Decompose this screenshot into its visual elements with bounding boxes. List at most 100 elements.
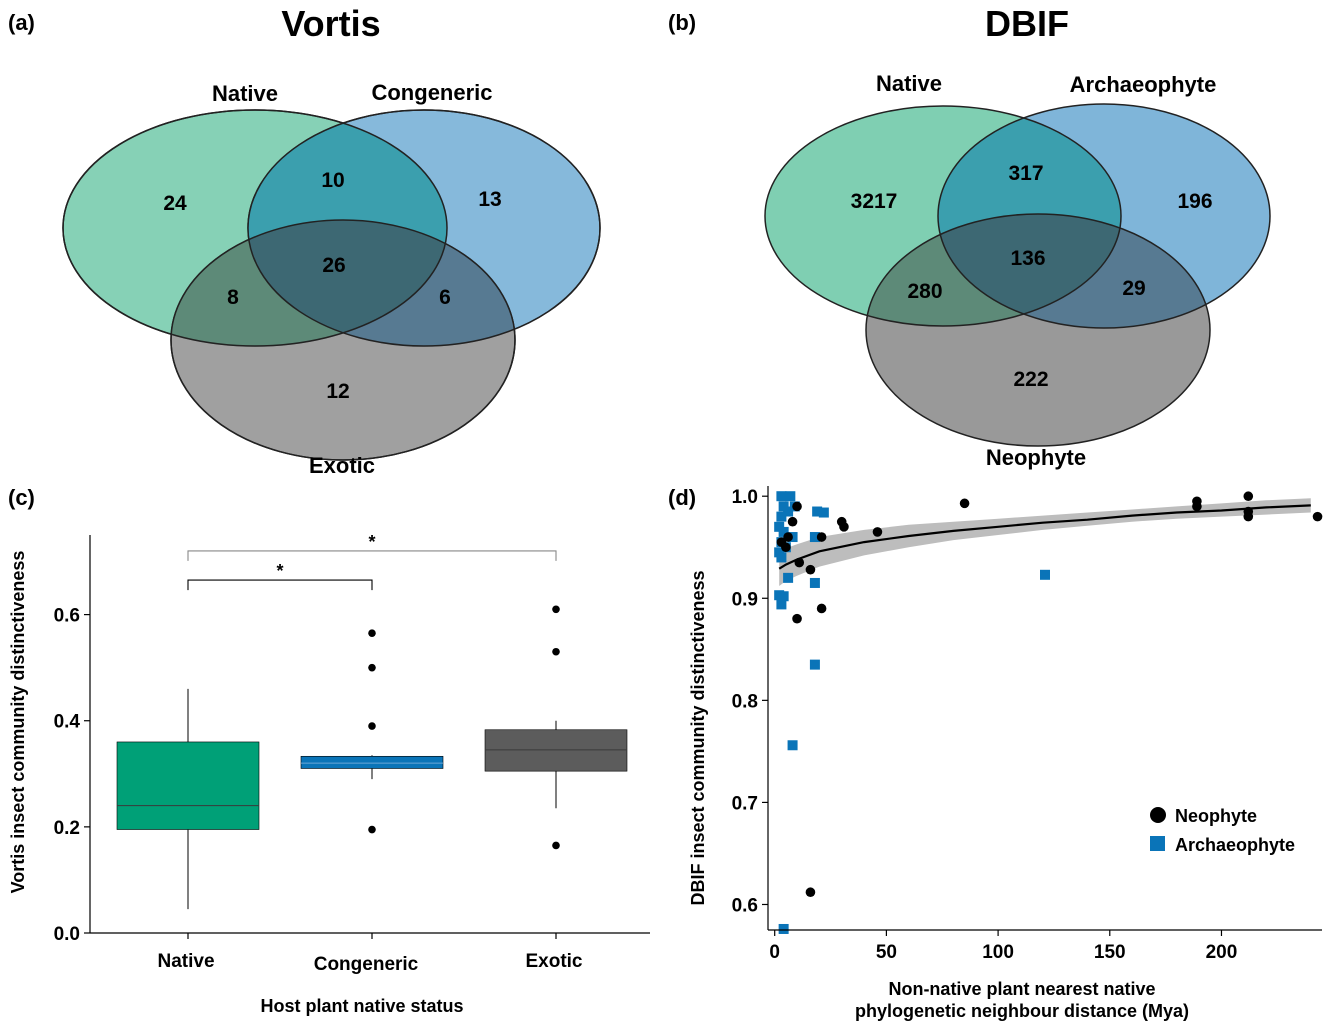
scatter-y-tick-label: 0.7	[732, 793, 758, 814]
scatter-y-tick-label: 0.9	[732, 589, 758, 610]
legend-marker-neophyte	[1150, 807, 1166, 823]
boxplot-y-tick-label: 0.0	[54, 924, 80, 945]
point-archaeophyte	[778, 526, 789, 537]
venn-label-native-dbif: Native	[876, 71, 942, 96]
legend-label-archaeophyte: Archaeophyte	[1175, 835, 1295, 855]
boxplot-x-tick-label: Exotic	[525, 951, 582, 972]
significance-label: *	[368, 532, 375, 552]
scatter-area: 0.6 0.7 0.8 0.9 1.0 0 50 100 150 200	[732, 486, 1323, 963]
legend-label-neophyte: Neophyte	[1175, 806, 1257, 826]
point-archaeophyte	[783, 572, 794, 583]
boxplot-y-axis-title: Vortis insect community distinctiveness	[8, 551, 28, 894]
point-archaeophyte	[776, 511, 787, 522]
boxplot-outlier	[552, 841, 560, 850]
panel-d: (d) 0.6 0.7 0.8 0.9 1.0 0 50 100 150 200 Non-nati…	[668, 485, 1323, 1021]
scatter-x-tick-label: 100	[982, 942, 1014, 963]
scatter-x-tick-label: 50	[876, 942, 897, 963]
venn-value-archaeophyte-only: 196	[1177, 190, 1212, 213]
panel-b: (b) DBIF Native Archaeophyte Neophyte 32…	[668, 3, 1271, 470]
venn-overlap-native-neophyte	[866, 214, 1121, 326]
venn-outline-archaeophyte	[937, 103, 1271, 329]
significance-bracket	[187, 550, 557, 561]
point-neophyte	[816, 603, 827, 614]
venn-value-neophyte-only: 222	[1013, 368, 1048, 391]
venn-value-congeneric-only: 13	[478, 188, 501, 211]
venn-outline-native-dbif	[764, 105, 1122, 327]
boxplot-outlier	[368, 722, 376, 730]
point-neophyte	[1312, 511, 1323, 522]
point-archaeophyte	[776, 491, 787, 502]
panel-a: (a) Vortis Native Congeneric Exotic 24 1…	[8, 3, 601, 478]
point-neophyte	[1192, 501, 1202, 512]
point-neophyte	[805, 564, 816, 575]
significance-bracket	[187, 579, 373, 591]
boxplot-y-tick-label: 0.6	[54, 606, 80, 627]
significance-label: *	[276, 561, 283, 581]
boxplot-outlier	[552, 647, 560, 656]
point-neophyte	[816, 532, 827, 542]
venn-value-native-archaeophyte: 317	[1008, 162, 1043, 185]
venn-value-all: 26	[322, 254, 345, 277]
boxplot-box	[116, 741, 260, 830]
venn-outline-exotic	[170, 219, 516, 461]
boxplot-y-tick-label: 0.2	[54, 818, 80, 839]
scatter-x-tick-label: 0	[769, 942, 780, 963]
point-archaeophyte	[774, 547, 785, 558]
point-neophyte	[792, 501, 802, 512]
boxplot-outlier	[368, 663, 376, 672]
boxplot-area: 0.0 0.2 0.4 0.6 Native Congeneric Exotic * *	[54, 532, 650, 975]
scatter-y-tick-label: 0.8	[732, 691, 758, 712]
point-archaeophyte	[778, 923, 789, 934]
panel-label-c: (c)	[8, 485, 35, 510]
venn-value-archaeophyte-neophyte: 29	[1122, 277, 1145, 300]
panel-label-d: (d)	[668, 485, 696, 510]
point-neophyte	[787, 516, 798, 527]
scatter-y-axis-title: DBIF insect community distinctiveness	[688, 570, 708, 905]
point-archaeophyte	[818, 507, 829, 518]
point-archaeophyte	[778, 591, 789, 602]
scatter-y-tick-label: 0.6	[732, 895, 758, 916]
point-archaeophyte	[785, 491, 796, 502]
point-neophyte	[792, 613, 802, 624]
venn-value-native-only-dbif: 3217	[851, 190, 898, 213]
venn-value-native-congeneric: 10	[321, 169, 344, 192]
scatter-legend: Neophyte Archaeophyte	[1150, 806, 1295, 855]
point-archaeophyte	[787, 740, 798, 751]
boxplot-outlier	[368, 629, 376, 637]
point-neophyte	[805, 887, 816, 898]
panel-label-b: (b)	[668, 10, 696, 35]
boxplot-outlier	[368, 825, 376, 834]
point-neophyte	[1243, 511, 1254, 522]
boxplot-y-tick-label: 0.4	[54, 712, 81, 733]
fit-line	[778, 504, 1311, 570]
venn-value-all-dbif: 136	[1010, 247, 1045, 270]
boxplot-box	[300, 755, 444, 769]
venn-value-native-only: 24	[163, 192, 187, 215]
point-archaeophyte	[774, 521, 785, 532]
venn-title-vortis: Vortis	[281, 3, 380, 44]
venn-label-exotic: Exotic	[309, 453, 375, 478]
boxplot-x-axis-title: Host plant native status	[260, 996, 463, 1016]
point-archaeophyte	[783, 506, 794, 517]
panel-c: (c) 0.0 0.2 0.4 0.6 Native Congeneric Exotic * *…	[8, 485, 650, 1016]
point-neophyte	[959, 498, 970, 509]
scatter-x-tick-label: 150	[1094, 942, 1126, 963]
venn-label-archaeophyte: Archaeophyte	[1070, 72, 1217, 97]
venn-outline-neophyte	[865, 213, 1211, 447]
point-archaeophyte	[778, 501, 789, 512]
point-archaeophyte	[776, 599, 787, 610]
point-neophyte	[839, 522, 849, 532]
boxplot-outlier	[552, 605, 560, 614]
scatter-y-tick-label: 1.0	[732, 487, 758, 508]
point-archaeophyte	[809, 577, 820, 588]
point-neophyte	[872, 527, 883, 537]
point-archaeophyte	[1040, 569, 1050, 580]
panel-label-a: (a)	[8, 10, 35, 35]
venn-value-native-exotic: 8	[227, 286, 239, 309]
venn-value-congeneric-exotic: 6	[439, 286, 451, 309]
venn-value-native-neophyte: 280	[907, 280, 942, 303]
boxplot-box	[484, 729, 628, 772]
point-archaeophyte	[776, 552, 787, 563]
point-neophyte	[781, 542, 791, 553]
